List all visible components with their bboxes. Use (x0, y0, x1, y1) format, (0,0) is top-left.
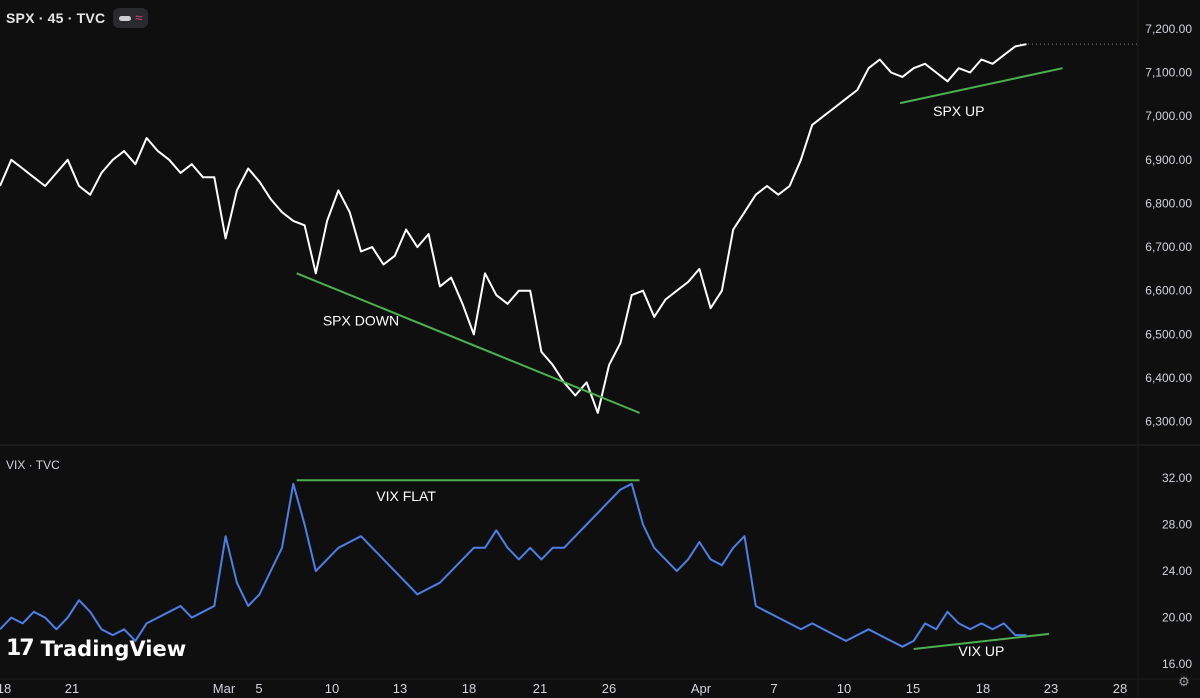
spx-y-tick-label: 6,700.00 (1145, 240, 1192, 254)
time-axis-label: 18 (0, 681, 11, 696)
time-axis-label: Mar (213, 681, 236, 696)
settings-gear-icon[interactable]: ⚙ (1178, 674, 1190, 689)
visibility-toggle-button[interactable]: ≈ (113, 8, 149, 28)
time-axis-label: 26 (602, 681, 616, 696)
spx-trendline-1[interactable] (899, 67, 1063, 105)
vix-annotation-label: VIX FLAT (376, 488, 436, 504)
indicator-wave-icon: ≈ (135, 10, 143, 25)
time-axis-label: Apr (691, 681, 712, 696)
vix-y-tick-label: 28.00 (1162, 518, 1192, 532)
vix-price-line[interactable] (0, 482, 1027, 648)
tradingview-logo-text: TradingView (40, 636, 187, 661)
time-axis-label: 5 (255, 681, 262, 696)
spx-y-tick-label: 7,000.00 (1145, 109, 1192, 123)
time-axis-label: 28 (1113, 681, 1127, 696)
time-axis-label: 10 (325, 681, 339, 696)
spx-annotation-label: SPX UP (933, 103, 984, 119)
vix-annotation-label: VIX UP (958, 643, 1004, 659)
time-axis-label: 15 (906, 681, 920, 696)
spx-y-tick-label: 6,800.00 (1145, 196, 1192, 210)
vix-trendline-1[interactable] (913, 632, 1050, 651)
tradingview-logo[interactable]: 17 TradingView (6, 636, 186, 661)
spx-y-tick-label: 6,600.00 (1145, 284, 1192, 298)
spx-price-line[interactable] (0, 43, 1027, 414)
spx-annotation-label: SPX DOWN (323, 313, 399, 329)
vix-y-tick-label: 20.00 (1162, 611, 1192, 625)
time-axis-label: 13 (393, 681, 407, 696)
spx-y-tick-label: 6,400.00 (1145, 371, 1192, 385)
tradingview-logo-mark: 17 (6, 636, 35, 661)
spx-y-tick-label: 6,500.00 (1145, 327, 1192, 341)
vix-y-tick-label: 24.00 (1162, 564, 1192, 578)
vix-y-tick-label: 16.00 (1162, 657, 1192, 671)
chart-header: SPX · 45 · TVC ≈ (6, 8, 149, 28)
time-axis-label: 21 (65, 681, 79, 696)
time-axis-label: 18 (976, 681, 990, 696)
spx-y-tick-label: 7,100.00 (1145, 66, 1192, 80)
time-axis-label: 7 (770, 681, 777, 696)
spx-trendline-0[interactable] (296, 272, 640, 414)
vix-pane-title[interactable]: VIX · TVC (6, 458, 60, 472)
vix-y-tick-label: 32.00 (1162, 471, 1192, 485)
time-axis-label: 10 (837, 681, 851, 696)
spx-y-tick-label: 6,900.00 (1145, 153, 1192, 167)
spx-y-tick-label: 7,200.00 (1145, 22, 1192, 36)
time-axis-label: 18 (462, 681, 476, 696)
symbol-title[interactable]: SPX · 45 · TVC (6, 10, 106, 26)
time-axis-label: 23 (1044, 681, 1058, 696)
spx-y-tick-label: 6,300.00 (1145, 415, 1192, 429)
visibility-toggle-icon (119, 15, 132, 21)
time-axis-label: 21 (533, 681, 547, 696)
